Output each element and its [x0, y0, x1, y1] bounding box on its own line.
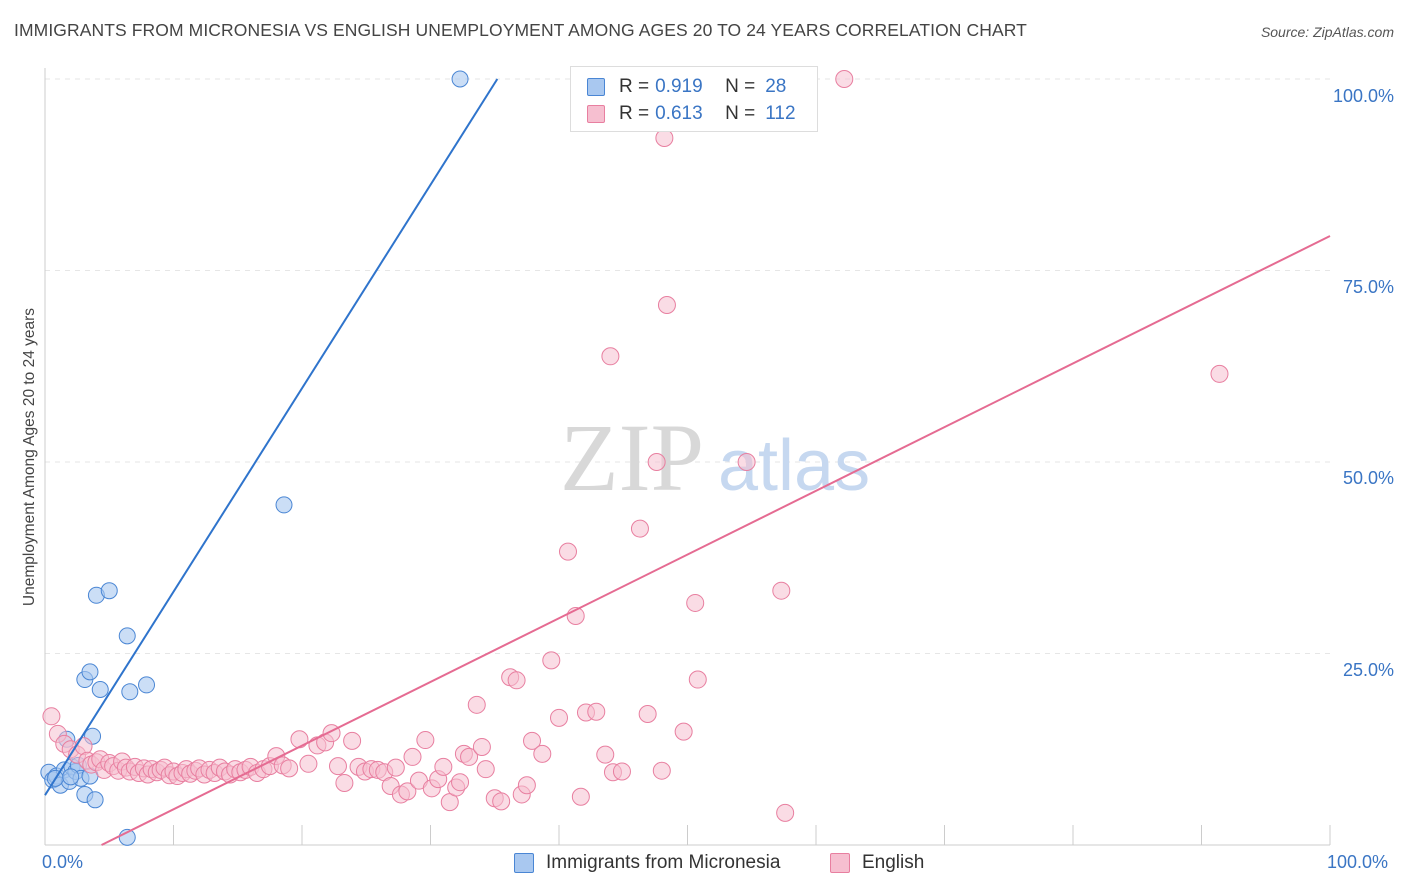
english-point	[596, 745, 615, 764]
legend-item-micronesia[interactable]: Immigrants from Micronesia	[514, 852, 780, 874]
stats-row-micronesia: R = 0.919 N = 28	[587, 74, 786, 100]
english-point	[492, 792, 511, 811]
english-point	[476, 760, 495, 779]
y-tick-25: 25.0%	[1342, 660, 1394, 680]
english-point	[451, 773, 470, 792]
n-value: 112	[765, 103, 796, 124]
english-point	[647, 453, 666, 471]
micronesia-point	[275, 496, 293, 514]
english-swatch	[587, 105, 605, 123]
english-point	[335, 773, 354, 792]
stats-row-english: R = 0.613 N = 112	[587, 101, 796, 127]
english-point	[517, 776, 536, 795]
english-point	[655, 128, 674, 147]
english-trend-line	[101, 235, 1331, 846]
watermark: ZIP atlas	[560, 404, 870, 511]
english-point	[776, 803, 795, 822]
english-point	[1210, 364, 1229, 383]
source-label: Source: ZipAtlas.com	[1260, 24, 1394, 40]
micronesia-legend-swatch	[514, 853, 534, 873]
english-point	[343, 731, 362, 750]
series-micronesia-points	[40, 70, 469, 846]
r-value: 0.919	[655, 76, 703, 97]
english-point	[571, 787, 590, 806]
y-tick-50: 50.0%	[1342, 468, 1394, 488]
english-point	[533, 744, 552, 763]
english-point	[398, 782, 417, 801]
english-point	[612, 762, 631, 781]
micronesia-point	[118, 627, 136, 645]
english-point	[686, 593, 705, 612]
grid-lines	[45, 78, 1330, 654]
x-tick-max: 100.0%	[1327, 852, 1389, 872]
english-point	[550, 708, 568, 727]
english-point	[467, 695, 486, 714]
legend-label-micronesia: Immigrants from Micronesia	[546, 852, 781, 873]
english-point	[42, 707, 61, 726]
x-tick-min: 0.0%	[42, 852, 84, 872]
micronesia-point	[100, 582, 118, 600]
english-point	[523, 731, 542, 750]
micronesia-trend-line	[44, 78, 499, 796]
micronesia-point	[451, 70, 469, 88]
english-point	[416, 731, 435, 750]
n-value: 28	[765, 76, 787, 97]
micronesia-swatch	[587, 78, 605, 96]
english-legend-swatch	[830, 853, 850, 873]
watermark-zip: ZIP	[560, 404, 704, 511]
english-point	[403, 747, 422, 766]
english-point	[290, 730, 309, 749]
r-label: R =	[619, 103, 650, 124]
english-point	[280, 759, 299, 778]
english-point	[434, 757, 453, 776]
chart-title: IMMIGRANTS FROM MICRONESIA VS ENGLISH UN…	[14, 20, 1027, 40]
r-label: R =	[619, 76, 650, 97]
stats-legend: R = 0.919 N = 28 R = 0.613 N = 112	[570, 66, 818, 132]
english-point	[772, 581, 791, 600]
english-point	[657, 295, 676, 314]
english-point	[558, 542, 577, 561]
r-value: 0.613	[655, 103, 703, 124]
english-point	[386, 758, 405, 777]
legend-item-english[interactable]: English	[830, 852, 924, 874]
micronesia-point	[81, 663, 99, 681]
english-point	[630, 519, 649, 538]
english-point	[587, 702, 606, 721]
english-point	[299, 754, 318, 773]
legend-label-english: English	[862, 852, 925, 873]
english-point	[601, 347, 620, 366]
english-point	[674, 722, 693, 741]
micronesia-point	[138, 676, 156, 694]
english-point	[472, 737, 491, 756]
y-tick-100: 100.0%	[1332, 86, 1394, 106]
english-point	[652, 761, 671, 780]
micronesia-point	[62, 768, 80, 786]
english-point	[460, 747, 479, 766]
english-point	[328, 757, 347, 776]
bottom-legend: Immigrants from Micronesia English	[0, 852, 1406, 878]
micronesia-point	[121, 683, 139, 701]
micronesia-point	[86, 791, 104, 809]
micronesia-point	[91, 681, 109, 699]
english-point	[835, 70, 854, 88]
trend-lines	[44, 78, 1331, 846]
n-label: N =	[725, 103, 756, 124]
y-tick-75: 75.0%	[1342, 277, 1394, 297]
n-label: N =	[725, 76, 756, 97]
english-point	[507, 671, 526, 690]
english-point	[638, 705, 657, 724]
english-point	[542, 651, 561, 670]
english-point	[688, 670, 707, 689]
english-point	[737, 453, 756, 471]
